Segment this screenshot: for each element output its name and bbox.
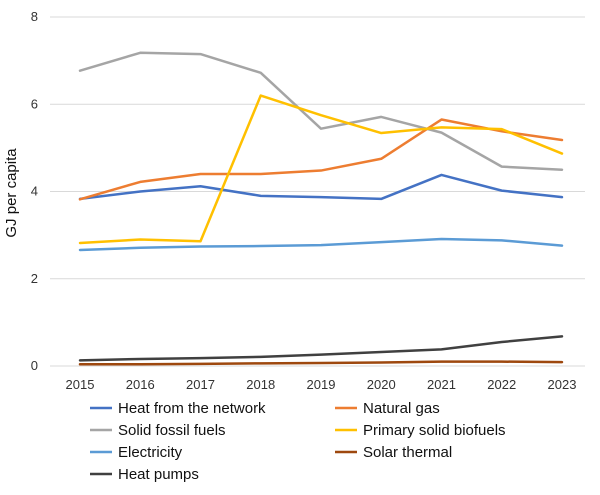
legend-item-solar-thermal: Solar thermal [335, 444, 452, 461]
series-line-solid-fossil-fuels [78, 51, 564, 171]
x-tick-label: 2022 [487, 377, 516, 392]
legend-item-heat-pumps: Heat pumps [90, 466, 199, 483]
legend-label: Solar thermal [363, 444, 452, 461]
x-tick-label: 2016 [126, 377, 155, 392]
legend-item-solid-fossil-fuels: Solid fossil fuels [90, 422, 226, 439]
y-tick-label: 8 [31, 9, 38, 24]
legend-item-electricity: Electricity [90, 444, 183, 461]
legend-item-heat-from-the-network: Heat from the network [90, 400, 266, 417]
x-tick-label: 2021 [427, 377, 456, 392]
legend-label: Solid fossil fuels [118, 422, 226, 439]
series-line-heat-pumps [78, 335, 564, 362]
legend-item-primary-solid-biofuels: Primary solid biofuels [335, 422, 506, 439]
series-line-electricity [78, 237, 564, 252]
y-axis-ticks: 0 2 4 6 8 [31, 9, 38, 373]
legend-label: Heat from the network [118, 400, 266, 417]
y-tick-label: 6 [31, 96, 38, 111]
legend-label: Heat pumps [118, 466, 199, 483]
legend-item-natural-gas: Natural gas [335, 400, 440, 417]
x-tick-label: 2023 [548, 377, 577, 392]
y-tick-label: 4 [31, 184, 38, 199]
x-tick-label: 2017 [186, 377, 215, 392]
x-tick-label: 2015 [66, 377, 95, 392]
x-tick-label: 2018 [246, 377, 275, 392]
series-line-heat-from-the-network [78, 173, 564, 201]
legend-label: Natural gas [363, 400, 440, 417]
y-tick-label: 0 [31, 358, 38, 373]
legend-label: Primary solid biofuels [363, 422, 506, 439]
y-axis-label: GJ per capita [3, 148, 20, 238]
legend-label: Electricity [118, 444, 183, 461]
x-tick-label: 2019 [307, 377, 336, 392]
series-line-primary-solid-biofuels [78, 94, 564, 245]
x-tick-label: 2020 [367, 377, 396, 392]
y-tick-label: 2 [31, 271, 38, 286]
series-lines [78, 51, 564, 366]
x-axis-ticks: 2015 2016 2017 2018 2019 2020 2021 2022 2023 [66, 377, 577, 392]
series-line-solar-thermal [78, 360, 564, 366]
legend: Heat from the network Natural gas Solid fo… [90, 400, 506, 483]
